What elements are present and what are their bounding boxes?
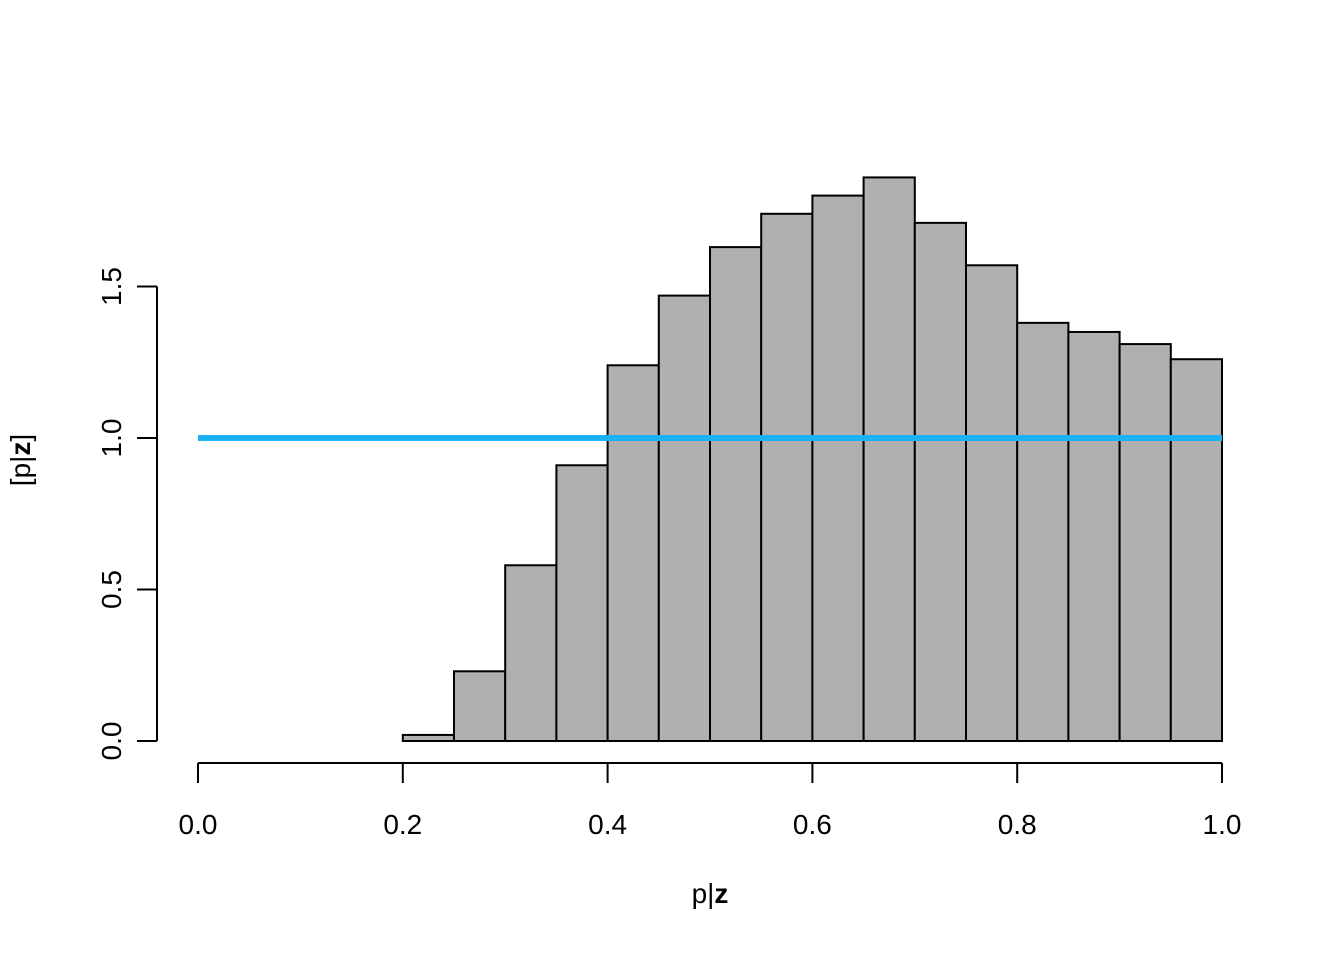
x-axis: 0.0 0.2 0.4 0.6 0.8 1.0	[179, 762, 1242, 840]
histogram-bar	[965, 264, 1019, 742]
histogram-bar	[811, 194, 865, 743]
bars-group	[401, 176, 1224, 743]
histogram-bar	[504, 564, 558, 743]
histogram-bar	[555, 464, 609, 742]
x-axis-title: p|z	[692, 878, 729, 909]
x-tick-label: 0.6	[793, 809, 832, 840]
y-axis: 0.0 0.5 1.0 1.5	[96, 267, 158, 761]
x-tick-label: 0.8	[998, 809, 1037, 840]
histogram-bar	[760, 212, 814, 742]
y-axis-title: [p|z]	[5, 434, 36, 486]
x-tick-label: 0.0	[179, 809, 218, 840]
y-tick-label: 1.0	[96, 419, 127, 458]
histogram-bar	[606, 364, 660, 742]
histogram-bar	[1169, 358, 1224, 742]
y-tick-label: 0.5	[96, 570, 127, 609]
histogram-bar	[401, 733, 455, 743]
histogram-bar	[657, 294, 711, 742]
histogram-bar	[862, 176, 916, 743]
histogram-bar	[1016, 321, 1070, 742]
histogram-bar	[1067, 330, 1121, 742]
y-tick-label: 0.0	[96, 722, 127, 761]
x-tick-label: 0.2	[383, 809, 422, 840]
y-tick-label: 1.5	[96, 267, 127, 306]
x-tick-label: 0.4	[588, 809, 627, 840]
histogram-bar	[709, 246, 763, 743]
histogram-bar	[913, 221, 967, 742]
histogram-bar	[1118, 343, 1172, 742]
histogram-bar	[453, 670, 507, 742]
x-tick-label: 1.0	[1203, 809, 1242, 840]
